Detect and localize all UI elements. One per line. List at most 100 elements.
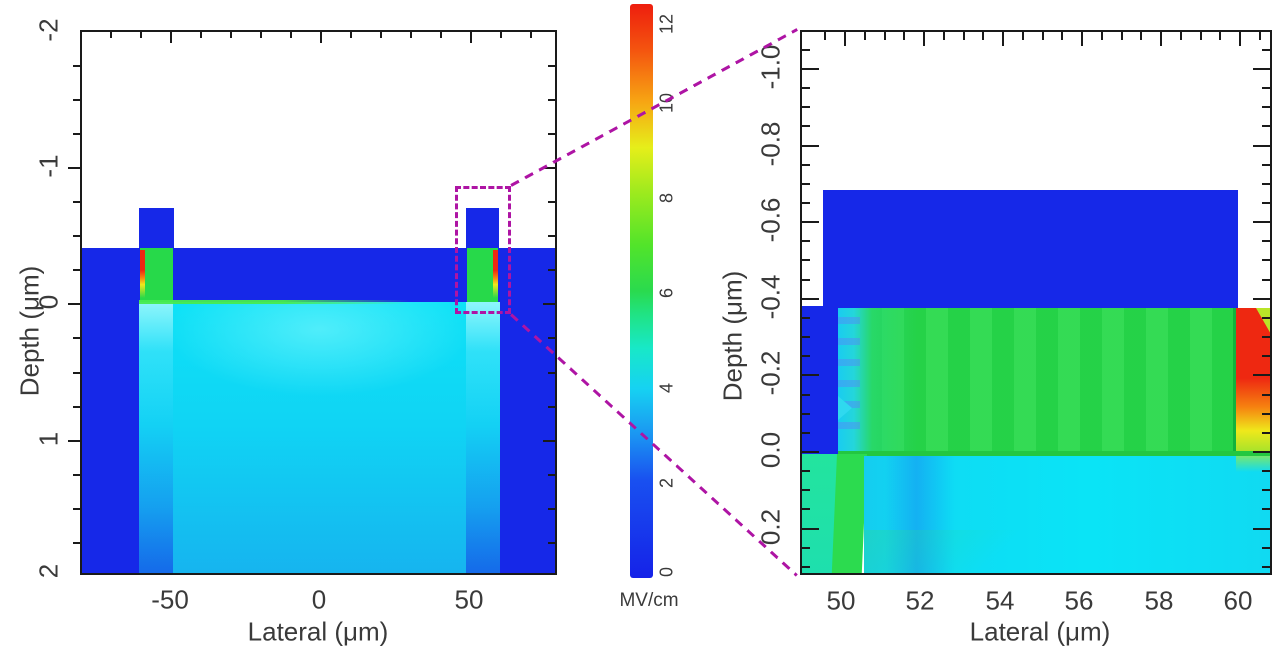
left-plot-y-tick-label: 1 [33, 431, 64, 447]
axis-tick [864, 32, 866, 40]
axis-tick [1262, 259, 1270, 261]
left-plot-drift-region [139, 302, 500, 575]
axis-tick [1140, 32, 1142, 40]
right-plot-y-tick-label: -0.2 [755, 350, 786, 396]
axis-tick [923, 32, 925, 46]
axis-tick [320, 32, 322, 43]
left-plot-y-tick-label: 2 [33, 563, 64, 579]
axis-tick [68, 303, 80, 305]
axis-tick [410, 32, 412, 38]
axis-tick [844, 32, 846, 40]
axis-tick [802, 125, 810, 127]
axis-tick [73, 440, 80, 442]
right-plot-green-band [831, 454, 867, 575]
axis-tick [530, 32, 532, 38]
axis-tick [943, 32, 945, 40]
axis-tick [1002, 32, 1004, 46]
right-plot-highfield-region [838, 307, 1236, 454]
axis-tick [802, 279, 810, 281]
colorbar-tick-label: 2 [656, 477, 677, 489]
left-plot [68, 30, 557, 575]
axis-tick [1253, 221, 1270, 223]
axis-tick [1262, 87, 1270, 89]
right-plot-y-tick-label: -0.6 [755, 197, 786, 243]
axis-tick [470, 32, 472, 43]
left-plot-x-tick-label: -50 [151, 584, 189, 615]
left-plot-field-peak-left [140, 250, 145, 298]
axis-tick [903, 32, 905, 40]
axis-tick [963, 32, 965, 40]
left-plot-y-tick-label: -1 [33, 154, 64, 178]
right-plot-y-tick-label: -0.4 [755, 274, 786, 320]
left-plot-y-tick-label: -2 [33, 18, 64, 42]
axis-tick [548, 99, 555, 101]
axis-tick [380, 32, 382, 38]
axis-tick [548, 65, 555, 67]
right-plot-cyan-notch [838, 396, 852, 420]
right-plot-x-tick-label: 54 [985, 585, 1015, 616]
axis-tick [73, 201, 80, 203]
axis-tick [140, 32, 142, 38]
colorbar-tick-label: 8 [656, 192, 677, 204]
right-plot-bottom-blue-band [885, 456, 955, 575]
axis-tick [1262, 106, 1270, 108]
left-plot-y-tick-label: 0 [33, 294, 64, 310]
right-plot-x-tick-label: 50 [826, 585, 856, 616]
axis-tick [802, 183, 810, 185]
axis-tick [350, 32, 352, 38]
axis-tick [1262, 221, 1270, 223]
axis-tick [1042, 32, 1044, 40]
axis-tick [73, 303, 80, 305]
right-plot-bottom-cyan [864, 456, 1272, 575]
axis-tick [802, 221, 819, 223]
axis-tick [320, 32, 322, 38]
axis-tick [844, 32, 846, 46]
right-plot-hotspot-column [1236, 308, 1272, 454]
left-plot-underchannel-band-left [139, 302, 173, 575]
right-plot-teal-column [800, 454, 837, 575]
left-plot-x-tick-label: 0 [311, 584, 327, 615]
axis-tick [1262, 279, 1270, 281]
right-plot-x-tick-label: 58 [1144, 585, 1174, 616]
right-plot-left-column [800, 306, 838, 454]
axis-tick [802, 68, 819, 70]
axis-tick [1081, 32, 1083, 40]
axis-tick [802, 106, 810, 108]
axis-tick [1253, 145, 1270, 147]
axis-tick [802, 259, 810, 261]
left-plot-channel-left [140, 248, 173, 302]
axis-tick [73, 65, 80, 67]
axis-tick [1002, 32, 1004, 40]
right-plot-x-tick-label: 60 [1223, 585, 1253, 616]
axis-tick [1253, 298, 1270, 300]
axis-tick [260, 32, 262, 38]
colorbar [630, 4, 653, 578]
axis-tick [73, 235, 80, 237]
axis-tick [1101, 32, 1103, 40]
axis-tick [1253, 68, 1270, 70]
axis-tick [1262, 183, 1270, 185]
right-plot-junction-line [838, 451, 1272, 456]
axis-tick [802, 202, 810, 204]
axis-tick [1160, 32, 1162, 46]
axis-tick [824, 32, 826, 40]
right-plot-x-tick-label: 56 [1064, 585, 1094, 616]
zoom-region-rectangle [455, 186, 511, 314]
axis-tick [1239, 32, 1241, 46]
right-plot [800, 30, 1272, 575]
axis-tick [548, 201, 555, 203]
axis-tick [1262, 202, 1270, 204]
colorbar-tick-label: 6 [656, 287, 677, 299]
axis-tick [170, 32, 172, 38]
right-plot-bottom-right-green-tint [1236, 456, 1272, 472]
axis-tick [923, 32, 925, 40]
axis-tick [802, 145, 819, 147]
axis-tick [802, 68, 810, 70]
axis-tick [73, 99, 80, 101]
axis-tick [548, 235, 555, 237]
axis-tick [170, 32, 172, 43]
axis-tick [1121, 32, 1123, 40]
axis-tick [802, 221, 810, 223]
axis-tick [802, 164, 810, 166]
axis-tick [73, 337, 80, 339]
